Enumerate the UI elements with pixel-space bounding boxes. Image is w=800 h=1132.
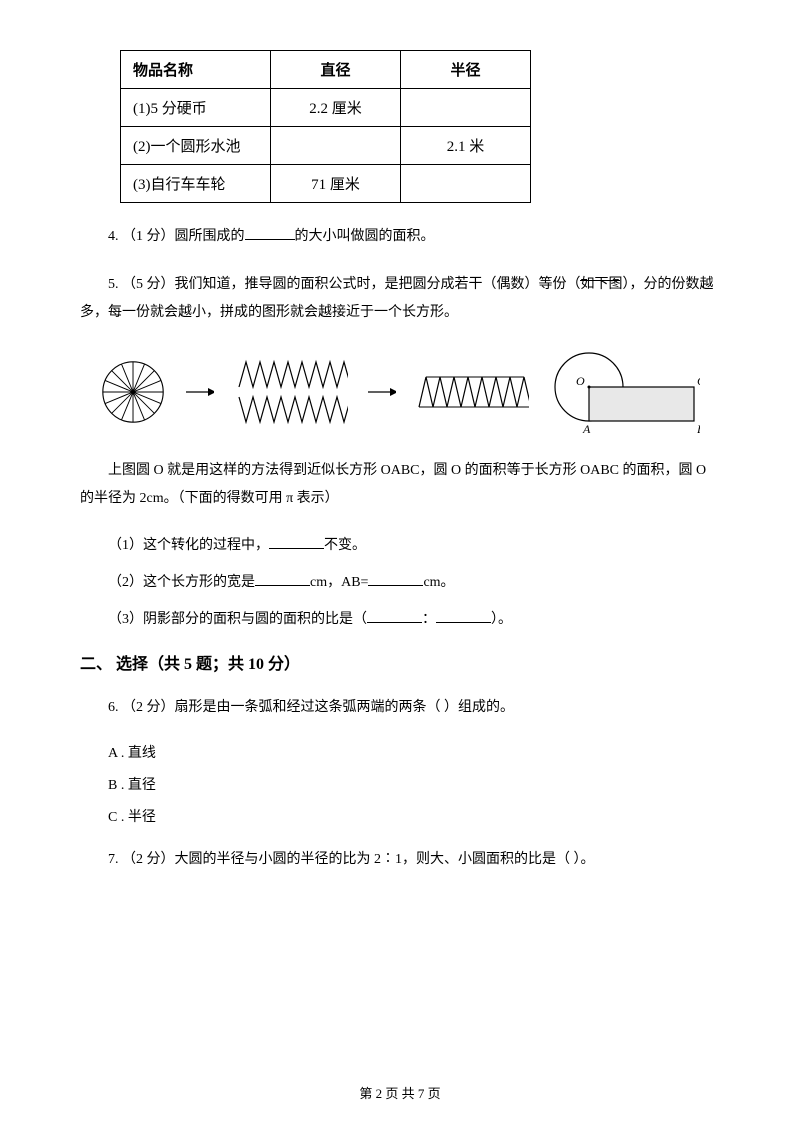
table-row: (2)一个圆形水池 2.1 米: [121, 127, 531, 165]
table-header-name: 物品名称: [121, 51, 271, 89]
option-c[interactable]: C . 半径: [108, 806, 720, 826]
blank-input[interactable]: [269, 533, 324, 549]
table-row: (3)自行车车轮 71 厘米: [121, 165, 531, 203]
option-a[interactable]: A . 直线: [108, 742, 720, 762]
blank-input[interactable]: [436, 607, 491, 623]
question-5-1: （1）这个转化的过程中，不变。: [80, 533, 720, 554]
data-table: 物品名称 直径 半径 (1)5 分硬币 2.2 厘米 (2)一个圆形水池 2.1…: [120, 50, 720, 203]
table-row: (1)5 分硬币 2.2 厘米: [121, 89, 531, 127]
question-5-intro: 5. （5 分）我们知道，推导圆的面积公式时，是把圆分成若干（偶数）等份（如下图…: [80, 271, 720, 327]
q4-suffix: 的大小叫做圆的面积。: [295, 229, 435, 244]
question-4: 4. （1 分）圆所围成的 的大小叫做圆的面积。: [80, 223, 720, 251]
circle-to-rectangle-figure: O A B C: [100, 347, 700, 437]
question-5-intro-b: 上图圆 O 就是用这样的方法得到近似长方形 OABC，圆 O 的面积等于长方形 …: [80, 457, 720, 513]
zigzag-double-icon: [234, 357, 347, 427]
label-A: A: [582, 422, 591, 436]
blank-input[interactable]: [255, 570, 310, 586]
question-6: 6. （2 分）扇形是由一条弧和经过这条弧两端的两条（ ）组成的。: [80, 694, 720, 722]
blank-input[interactable]: [367, 607, 422, 623]
arrow-icon: [368, 385, 396, 399]
decorative-rule: [580, 280, 620, 281]
label-C: C: [697, 374, 700, 388]
option-b[interactable]: B . 直径: [108, 774, 720, 794]
label-B: B: [697, 422, 700, 436]
arrow-icon: [186, 385, 214, 399]
circle-rectangle-oabc-icon: O A B C: [549, 347, 700, 437]
page-footer: 第 2 页 共 7 页: [0, 1083, 800, 1102]
zigzag-single-icon: [416, 372, 529, 412]
table-header-diameter: 直径: [271, 51, 401, 89]
q4-prefix: 4. （1 分）圆所围成的: [108, 229, 245, 244]
blank-input[interactable]: [245, 224, 295, 240]
table-header-radius: 半径: [401, 51, 531, 89]
circle-sectors-icon: [100, 357, 166, 427]
label-O: O: [576, 374, 585, 388]
section-2-heading: 二、 选择（共 5 题；共 10 分）: [80, 650, 720, 674]
question-7: 7. （2 分）大圆的半径与小圆的半径的比为 2∶1，则大、小圆面积的比是（ ）…: [80, 846, 720, 874]
question-5-2: （2）这个长方形的宽是cm，AB=cm。: [80, 570, 720, 591]
blank-input[interactable]: [368, 570, 423, 586]
question-5-3: （3）阴影部分的面积与圆的面积的比是（：）。: [80, 607, 720, 628]
